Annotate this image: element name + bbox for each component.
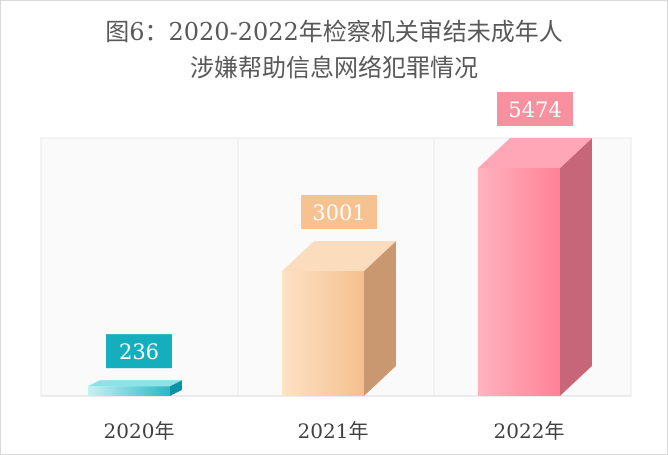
bar-front-face — [282, 271, 364, 396]
data-label-box — [106, 334, 172, 369]
x-tick-label: 2020年 — [104, 419, 175, 443]
bar-1 — [282, 241, 396, 396]
chart-title-line-1: 图6：2020-2022年检察机关审结未成年人 — [105, 18, 563, 46]
bar-side-face — [170, 380, 182, 396]
bar-2 — [478, 138, 592, 396]
data-label-text: 3001 — [312, 201, 365, 225]
chart-title: 图6：2020-2022年检察机关审结未成年人 涉嫌帮助信息网络犯罪情况 — [0, 14, 668, 86]
bar-side-face — [364, 241, 396, 396]
data-label-box — [301, 195, 377, 230]
x-tick-label: 2021年 — [298, 419, 369, 443]
bar-top-face — [478, 138, 592, 168]
bar-0 — [88, 380, 182, 396]
data-label-text: 5474 — [508, 98, 561, 122]
bar-top-face — [282, 241, 396, 272]
data-label-1: 3001 — [301, 195, 377, 230]
bar-top-face — [88, 380, 182, 387]
data-label-box — [497, 92, 573, 126]
chart-title-line-2: 涉嫌帮助信息网络犯罪情况 — [190, 54, 478, 82]
bar-front-face — [478, 168, 560, 396]
data-label-text: 236 — [119, 340, 159, 364]
bar-side-face — [560, 138, 592, 396]
data-label-2: 5474 — [497, 92, 573, 126]
x-tick-label: 2022年 — [494, 419, 565, 443]
bar-front-face — [88, 386, 170, 396]
data-label-0: 236 — [106, 334, 172, 369]
